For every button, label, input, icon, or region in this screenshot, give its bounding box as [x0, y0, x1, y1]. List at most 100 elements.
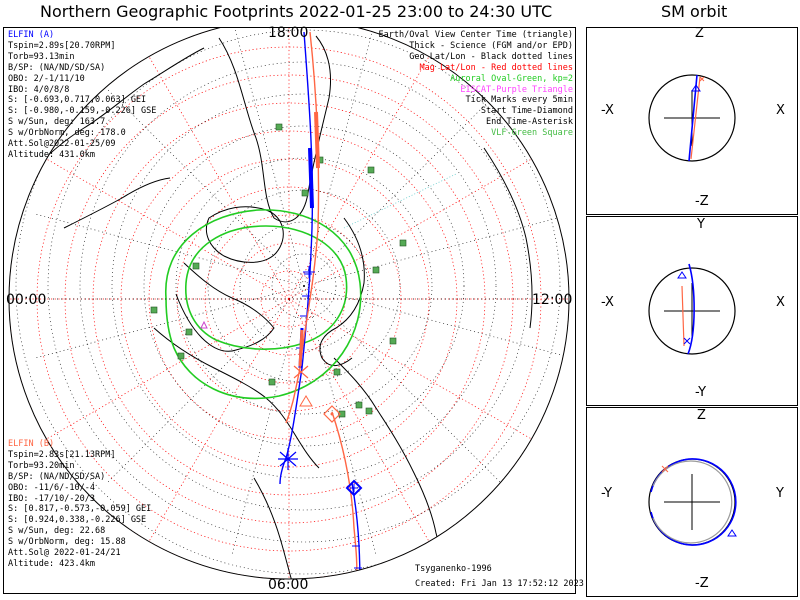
- elfin-a-track-second-pass: [351, 482, 361, 579]
- vlf-station-square: [355, 401, 363, 409]
- elfin-b-start-diamond: [323, 405, 341, 423]
- orbit-triangle-elfin-a: [727, 529, 737, 537]
- coastline: [319, 217, 365, 366]
- elfin-b-line: Tspin=2.83s[21.13RPM]: [8, 449, 116, 460]
- model-label: Tsyganenko-1996: [415, 564, 492, 574]
- hour-label-top: 18:00: [268, 25, 309, 41]
- vlf-station-square: [367, 166, 375, 174]
- elfin-b-name: ELFIN (B): [8, 439, 55, 449]
- elfin-a-line: OBO: 2/-1/11/10: [8, 73, 85, 84]
- elfin-a-line: S: [-0.693,0.717,0.063] GEI: [8, 95, 147, 106]
- orbit-panel-xy: Y -Y -X X: [586, 216, 798, 406]
- orbit-earth-circle: [648, 267, 736, 355]
- hour-label-left: 00:00: [6, 292, 47, 308]
- mag-lon-line: [46, 158, 290, 300]
- geo-lon-line: [303, 87, 503, 287]
- elfin-b-science-segment: [298, 329, 304, 367]
- orbit-axis-right: Y: [776, 486, 784, 501]
- elfin-b-line: B/SP: (NA/ND/SD/SA): [8, 471, 106, 482]
- vlf-station-square: [301, 189, 309, 197]
- elfin-a-science-segment: [308, 147, 314, 209]
- elfin-b-track: [285, 31, 320, 424]
- orbit-title: SM orbit: [661, 2, 728, 21]
- orbit-earth-circle: [648, 74, 736, 162]
- footprint-map: [8, 28, 570, 580]
- geo-lat-circle: [271, 253, 337, 319]
- elfin-a-end-asterisk: [278, 448, 298, 470]
- mag-lon-line: [148, 56, 290, 300]
- vlf-station-square: [399, 239, 407, 247]
- orbit-axis-top: Y: [697, 217, 705, 232]
- geo-lon-line: [303, 285, 569, 359]
- legend-entry: Tick Marks every 5min: [465, 95, 573, 106]
- elfin-b-line: Torb=93.20min: [8, 460, 75, 471]
- elfin-a-info: ELFIN (A) Tspin=2.89s[20.70RPM] Torb=93.…: [8, 30, 156, 161]
- mag-lon-line: [46, 298, 290, 440]
- footprint-map-panel: 18:00 00:00 12:00 06:00 ELFIN (A) Tspin=…: [3, 25, 584, 594]
- orbit-axis-bottom: -Z: [695, 576, 709, 591]
- elfin-b-line: Att.Sol@ 2022-01-24/21: [8, 548, 121, 559]
- legend-entry: End Time-Asterisk: [486, 117, 573, 128]
- elfin-b-line: S: [0.817,-0.573,-0.059] GEI: [8, 504, 152, 515]
- elfin-a-line: S w/OrbNorm, deg: 178.0: [8, 128, 126, 139]
- elfin-a-line: IBO: 4/0/8/8: [8, 84, 70, 95]
- geo-lon-line: [231, 28, 305, 287]
- orbit-track-elfin-b: [652, 460, 733, 544]
- geo-lon-line: [231, 285, 305, 557]
- orbit-panel-yz: Z -Z -Y Y: [586, 407, 798, 597]
- elfin-b-line: OBO: -11/6/-10/-4: [8, 482, 95, 493]
- map-title: Northern Geographic Footprints 2022-01-2…: [40, 2, 553, 21]
- orbit-axis-bottom: -Y: [695, 385, 707, 400]
- map-content: [9, 28, 569, 579]
- elfin-b-info: ELFIN (B) Tspin=2.83s[21.13RPM] Torb=93.…: [8, 439, 151, 570]
- auroral-oval-outer: [165, 209, 362, 400]
- mag-lon-line: [288, 158, 532, 300]
- coastline: [483, 147, 533, 329]
- orbit-track-elfin-b: [681, 285, 685, 347]
- coastline: [218, 35, 332, 223]
- elfin-a-line: Tspin=2.89s[20.70RPM]: [8, 40, 116, 51]
- legend-entry: Mag Lat/Lon - Red dotted lines: [419, 62, 573, 73]
- elfin-b-line: IBO: -17/10/-20/3: [8, 493, 95, 504]
- elfin-b-start-dot: [330, 412, 334, 416]
- geo-lat-circle: [143, 125, 465, 447]
- legend-entry: EISCAT-Purple Triangle: [460, 84, 573, 95]
- vlf-station-square: [365, 407, 373, 415]
- orbit-plot-xz: [648, 74, 736, 162]
- elfin-b-line: S: [0.924,0.338,-0.226] GSE: [8, 515, 147, 526]
- elfin-b-track-second-pass: [331, 411, 358, 579]
- aux-direction-line: [343, 173, 457, 229]
- orbit-triangle-elfin-a: [677, 271, 687, 279]
- elfin-a-line: S: [-0.980,-0.159,-0.226] GSE: [8, 106, 157, 117]
- mag-lon-line: [288, 298, 532, 440]
- orbit-asterisk-elfin-b: [699, 76, 705, 82]
- coastline: [253, 477, 295, 579]
- geo-lat-circle: [175, 157, 433, 415]
- orbit-axis-left: -X: [601, 295, 614, 310]
- legend-entry: Geo Lat/Lon - Black dotted lines: [409, 51, 573, 62]
- orbit-triangle-elfin-a: [691, 84, 701, 92]
- geo-lon-line: [303, 213, 569, 287]
- elfin-b-end-asterisk: [293, 365, 309, 379]
- legend-entry: Auroral Oval-Green, kp=2: [450, 73, 573, 84]
- orbit-plot-xy: [648, 263, 736, 355]
- orbit-plot-yz: [648, 458, 737, 546]
- legend-entry: Earth/Oval View Center Time (triangle): [378, 30, 573, 40]
- mag-lon-line: [148, 298, 290, 542]
- geo-lon-line: [303, 285, 377, 557]
- orbit-axis-right: X: [776, 295, 785, 310]
- legend-entry: Thick - Science (FGM and/or EPD): [409, 40, 573, 51]
- geo-lon-line: [33, 285, 305, 359]
- orbit-track-elfin-a: [650, 458, 737, 546]
- vlf-station-square: [275, 123, 283, 131]
- coastline: [205, 206, 284, 263]
- vlf-station-square: [333, 368, 341, 376]
- elfin-b-line: Altitude: 423.4km: [8, 558, 95, 569]
- coastline: [333, 357, 451, 579]
- geo-lat-circle: [111, 93, 497, 479]
- coastline: [23, 47, 205, 179]
- orbit-panel-xz: Z -Z -X X: [586, 26, 798, 215]
- mag-lon-line: [288, 298, 430, 542]
- geo-lat-circle: [15, 28, 569, 575]
- hour-label-bottom: 06:00: [268, 577, 309, 593]
